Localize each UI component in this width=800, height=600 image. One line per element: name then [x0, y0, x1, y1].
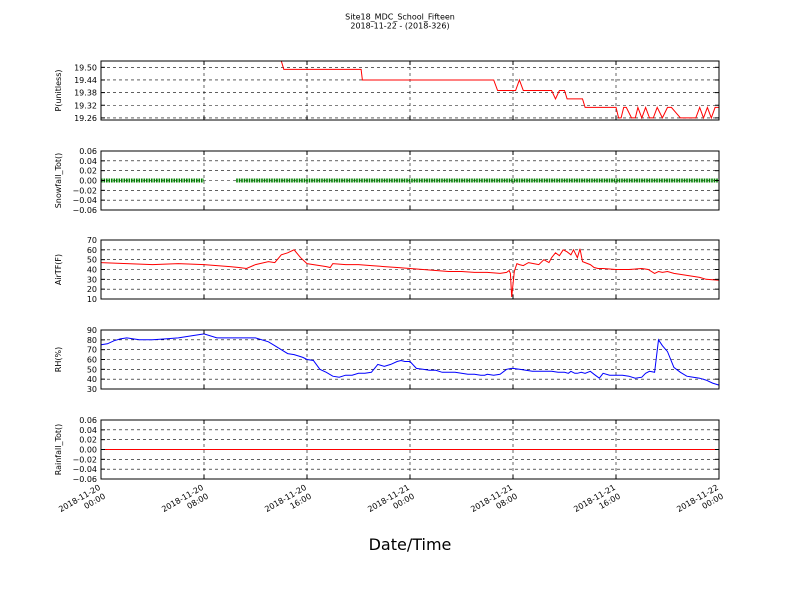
panels: 19.26 19.32 19.38 19.44 19.50 P(unitless) −0.0…: [54, 60, 720, 484]
chart-panel: −0.06−0.04−0.020.000.020.040.06 Rainfall_…: [54, 416, 720, 484]
y-tick-label: 50: [87, 256, 97, 265]
y-tick-label: −0.06: [72, 206, 97, 215]
y-axis-label: P(unitless): [54, 69, 63, 111]
series-line: [100, 333, 720, 386]
y-tick-label: 80: [87, 336, 97, 345]
y-tick-label: 30: [87, 275, 97, 284]
y-tick-label: −0.04: [72, 196, 97, 205]
y-tick-label: 20: [87, 285, 97, 294]
y-tick-label: 40: [87, 266, 97, 275]
y-tick-label: 90: [87, 326, 97, 335]
chart-panel: −0.06−0.04−0.020.000.020.040.06 Snowfall_…: [54, 147, 720, 215]
x-tick-label: 2018-11-2016:00: [263, 483, 313, 523]
y-tick-label: 60: [87, 356, 97, 365]
series-line: [100, 248, 720, 298]
figure-title: Site18_MDC_School_Fifteen: [345, 13, 455, 22]
x-tick-label: 2018-11-2000:00: [57, 483, 107, 523]
y-tick-label: 0.00: [79, 177, 97, 186]
x-tick-label: 2018-11-2200:00: [675, 483, 725, 523]
y-tick-label: 19.32: [74, 101, 97, 110]
y-tick-label: 0.02: [79, 167, 97, 176]
y-tick-label: 50: [87, 365, 97, 374]
y-tick-label: 70: [87, 236, 97, 245]
y-axis-label: Snowfall_Tot(): [54, 153, 63, 209]
y-tick-label: 0.06: [79, 416, 97, 425]
y-tick-label: 70: [87, 346, 97, 355]
chart-panel: 19.26 19.32 19.38 19.44 19.50 P(unitless): [54, 60, 720, 123]
y-tick-label: 10: [87, 295, 97, 304]
x-axis-label: Date/Time: [369, 535, 452, 554]
y-tick-label: 40: [87, 375, 97, 384]
y-tick-label: 30: [87, 385, 97, 394]
y-tick-label: −0.06: [72, 475, 97, 484]
y-axis-label: AirTF(F): [54, 254, 63, 285]
y-tick-label: 19.50: [74, 63, 97, 72]
x-tick-label: 2018-11-2108:00: [469, 483, 519, 523]
y-tick-label: 19.38: [74, 89, 97, 98]
y-tick-label: 19.26: [74, 114, 97, 123]
y-tick-label: 0.04: [79, 157, 97, 166]
y-axis-label: Rainfall_Tot(): [54, 424, 63, 476]
y-tick-label: −0.04: [72, 465, 97, 474]
x-axis-ticks: 2018-11-2000:00 2018-11-2008:00 2018-11-20…: [57, 483, 725, 523]
y-tick-label: 0.06: [79, 147, 97, 156]
y-tick-label: 0.00: [79, 446, 97, 455]
y-tick-label: 0.04: [79, 426, 97, 435]
x-tick-label: 2018-11-2008:00: [160, 483, 210, 523]
x-tick-label: 2018-11-2100:00: [366, 483, 416, 523]
y-tick-label: −0.02: [72, 455, 97, 464]
y-axis-label: RH(%): [54, 347, 63, 372]
y-tick-label: −0.02: [72, 186, 97, 195]
y-tick-label: 60: [87, 246, 97, 255]
x-tick-label: 2018-11-2116:00: [572, 483, 622, 523]
figure-subtitle: 2018-11-22 - (2018-326): [350, 22, 449, 31]
y-tick-label: 19.44: [74, 76, 97, 85]
series-line: [101, 60, 719, 120]
y-tick-label: 0.02: [79, 436, 97, 445]
